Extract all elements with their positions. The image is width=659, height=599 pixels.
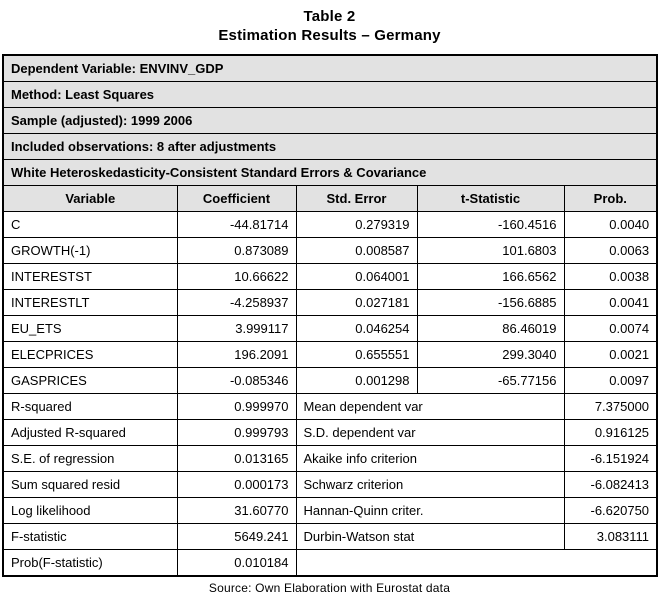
coefficient-cell: 196.2091	[176, 341, 297, 368]
stat-label-cell: Akaike info criterion	[295, 445, 565, 472]
table-title: Table 2 Estimation Results – Germany	[0, 0, 659, 45]
variable-cell: INTERESTST	[2, 263, 178, 290]
stat-value-cell: 0.916125	[563, 419, 658, 446]
t-statistic-cell: 86.46019	[416, 315, 565, 342]
prob-cell: 0.0097	[563, 367, 658, 394]
stat-value-cell: 3.083111	[563, 523, 658, 550]
stat-value-cell: 0.999793	[176, 419, 297, 446]
prob-cell: 0.0074	[563, 315, 658, 342]
estimation-results-table: Dependent Variable: ENVINV_GDP Method: L…	[2, 54, 659, 577]
std-error-cell: 0.001298	[295, 367, 418, 394]
source-note: Source: Own Elaboration with Eurostat da…	[208, 581, 451, 595]
coefficient-cell: 0.873089	[176, 237, 297, 264]
t-statistic-cell: -156.6885	[416, 289, 565, 316]
prob-cell: 0.0021	[563, 341, 658, 368]
stat-label-cell: Log likelihood	[2, 497, 178, 524]
stat-label-cell: Mean dependent var	[295, 393, 565, 420]
stat-label-cell: Durbin-Watson stat	[295, 523, 565, 550]
variable-cell: ELECPRICES	[2, 341, 178, 368]
info-row-method: Method: Least Squares	[2, 81, 658, 108]
stat-label-cell: Sum squared resid	[2, 471, 178, 498]
table-number: Table 2	[303, 8, 356, 25]
column-header-row: Variable Coefficient Std. Error t-Statis…	[2, 185, 658, 212]
stat-label-cell: Hannan-Quinn criter.	[295, 497, 565, 524]
col-header-std-error: Std. Error	[295, 185, 418, 212]
stat-value-cell: -6.082413	[563, 471, 658, 498]
summary-row: R-squared 0.999970 Mean dependent var 7.…	[2, 393, 658, 420]
stat-value-cell: 7.375000	[563, 393, 658, 420]
t-statistic-cell: 166.6562	[416, 263, 565, 290]
prob-cell: 0.0063	[563, 237, 658, 264]
table-subtitle: Estimation Results – Germany	[218, 27, 441, 44]
std-error-cell: 0.279319	[295, 211, 418, 238]
table-row: EU_ETS 3.999117 0.046254 86.46019 0.0074	[2, 315, 658, 342]
coefficient-cell: 3.999117	[176, 315, 297, 342]
summary-row: Adjusted R-squared 0.999793 S.D. depende…	[2, 419, 658, 446]
info-row-white-se: White Heteroskedasticity-Consistent Stan…	[2, 159, 658, 186]
stat-label-cell: S.E. of regression	[2, 445, 178, 472]
table-row: GROWTH(-1) 0.873089 0.008587 101.6803 0.…	[2, 237, 658, 264]
table-row: GASPRICES -0.085346 0.001298 -65.77156 0…	[2, 367, 658, 394]
coefficient-cell: -4.258937	[176, 289, 297, 316]
prob-cell: 0.0041	[563, 289, 658, 316]
stat-label-cell: Prob(F-statistic)	[2, 549, 178, 577]
t-statistic-cell: 101.6803	[416, 237, 565, 264]
summary-row: Log likelihood 31.60770 Hannan-Quinn cri…	[2, 497, 658, 524]
info-row-observations: Included observations: 8 after adjustmen…	[2, 133, 658, 160]
coefficient-cell: -0.085346	[176, 367, 297, 394]
std-error-cell: 0.655551	[295, 341, 418, 368]
col-header-t-statistic: t-Statistic	[416, 185, 565, 212]
variable-cell: EU_ETS	[2, 315, 178, 342]
coefficient-cell: -44.81714	[176, 211, 297, 238]
stat-label-cell: Schwarz criterion	[295, 471, 565, 498]
stat-label-cell: Adjusted R-squared	[2, 419, 178, 446]
variable-cell: INTERESTLT	[2, 289, 178, 316]
dependent-variable-text: Dependent Variable: ENVINV_GDP	[2, 54, 658, 82]
prob-cell: 0.0038	[563, 263, 658, 290]
std-error-cell: 0.027181	[295, 289, 418, 316]
sample-text: Sample (adjusted): 1999 2006	[2, 107, 658, 134]
stat-value-cell: 31.60770	[176, 497, 297, 524]
stat-value-cell: 5649.241	[176, 523, 297, 550]
summary-row: F-statistic 5649.241 Durbin-Watson stat …	[2, 523, 658, 550]
std-error-cell: 0.008587	[295, 237, 418, 264]
col-header-variable: Variable	[2, 185, 178, 212]
stat-value-cell: -6.620750	[563, 497, 658, 524]
white-se-text: White Heteroskedasticity-Consistent Stan…	[2, 159, 658, 186]
std-error-cell: 0.046254	[295, 315, 418, 342]
stat-value-cell: 0.013165	[176, 445, 297, 472]
variable-cell: GASPRICES	[2, 367, 178, 394]
stat-label-cell: F-statistic	[2, 523, 178, 550]
variable-cell: C	[2, 211, 178, 238]
col-header-coefficient: Coefficient	[176, 185, 297, 212]
stat-label-cell: R-squared	[2, 393, 178, 420]
stat-value-cell: 0.010184	[176, 549, 297, 577]
col-header-prob: Prob.	[563, 185, 658, 212]
stat-value-cell: -6.151924	[563, 445, 658, 472]
summary-row: Prob(F-statistic) 0.010184	[2, 549, 658, 577]
t-statistic-cell: -65.77156	[416, 367, 565, 394]
info-row-sample: Sample (adjusted): 1999 2006	[2, 107, 658, 134]
method-text: Method: Least Squares	[2, 81, 658, 108]
table-row: C -44.81714 0.279319 -160.4516 0.0040	[2, 211, 658, 238]
summary-row: Sum squared resid 0.000173 Schwarz crite…	[2, 471, 658, 498]
t-statistic-cell: 299.3040	[416, 341, 565, 368]
table-row: INTERESTLT -4.258937 0.027181 -156.6885 …	[2, 289, 658, 316]
variable-cell: GROWTH(-1)	[2, 237, 178, 264]
stat-value-cell: 0.000173	[176, 471, 297, 498]
table-row: INTERESTST 10.66622 0.064001 166.6562 0.…	[2, 263, 658, 290]
std-error-cell: 0.064001	[295, 263, 418, 290]
table-row: ELECPRICES 196.2091 0.655551 299.3040 0.…	[2, 341, 658, 368]
info-row-dependent-variable: Dependent Variable: ENVINV_GDP	[2, 54, 658, 82]
observations-text: Included observations: 8 after adjustmen…	[2, 133, 658, 160]
stat-label-cell: S.D. dependent var	[295, 419, 565, 446]
coefficient-cell: 10.66622	[176, 263, 297, 290]
summary-row: S.E. of regression 0.013165 Akaike info …	[2, 445, 658, 472]
empty-cell	[295, 549, 658, 577]
t-statistic-cell: -160.4516	[416, 211, 565, 238]
stat-value-cell: 0.999970	[176, 393, 297, 420]
prob-cell: 0.0040	[563, 211, 658, 238]
